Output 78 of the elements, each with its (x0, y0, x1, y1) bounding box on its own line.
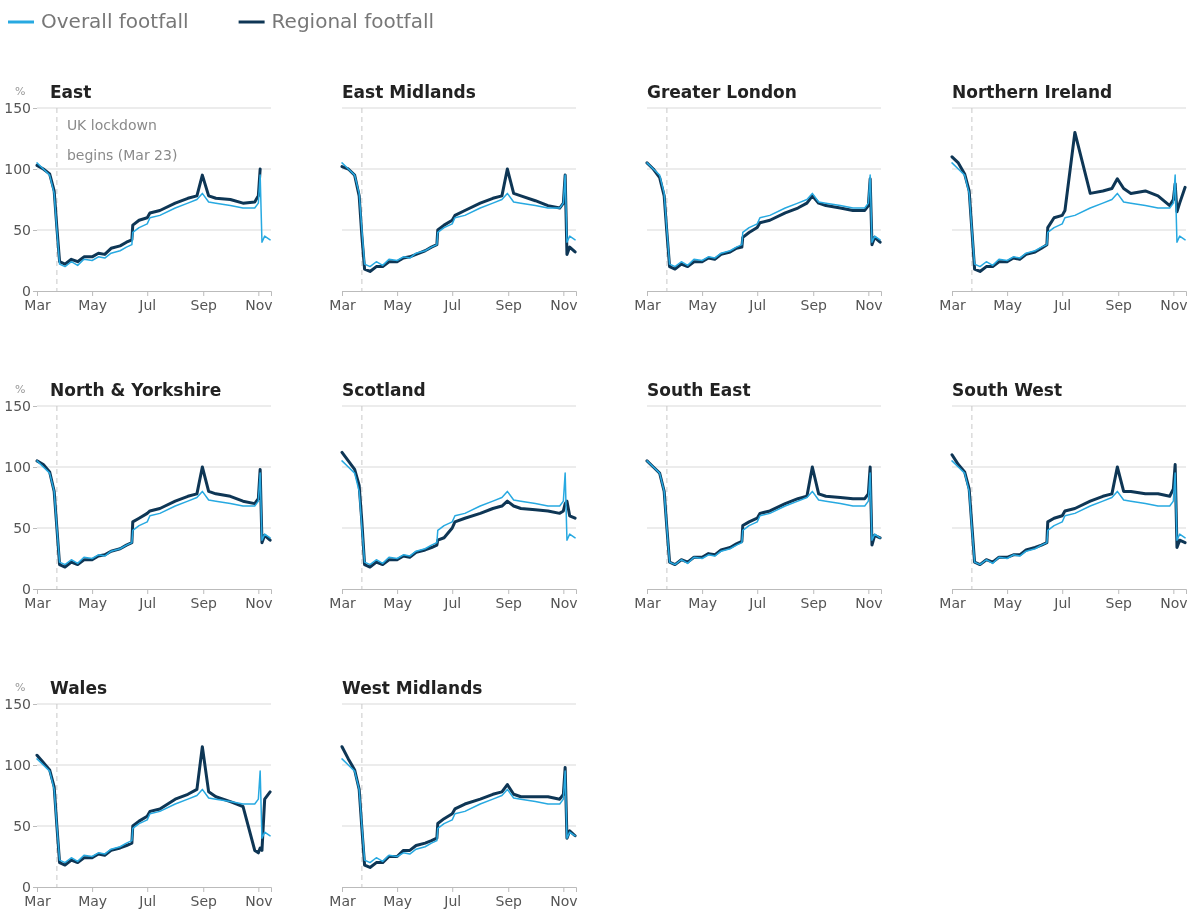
x-tick-label: Jul (443, 892, 462, 909)
chart-title: West Midlands (342, 678, 483, 698)
chart-title: Greater London (647, 82, 797, 102)
x-tick-label: Mar (24, 296, 51, 313)
legend-label: Regional footfall (271, 9, 435, 33)
y-tick-label: 100 (4, 458, 31, 475)
x-tick-label: Mar (329, 892, 356, 909)
x-tick-label: Nov (1160, 296, 1187, 313)
x-tick-label: May (383, 594, 413, 611)
x-tick-label: Nov (550, 594, 578, 611)
x-tick-label: Nov (550, 892, 578, 909)
y-axis-title: % (15, 85, 26, 98)
x-tick-label: Jul (1053, 296, 1072, 313)
x-tick-label: Jul (443, 296, 462, 313)
x-tick-label: Sep (1105, 296, 1133, 313)
x-tick-label: Nov (245, 594, 273, 611)
x-tick-label: Nov (1160, 594, 1187, 611)
chart-title: Wales (50, 678, 108, 698)
y-axis-title: % (15, 383, 26, 396)
x-tick-label: Sep (800, 594, 828, 611)
y-tick-label: 0 (22, 580, 31, 597)
x-tick-label: Jul (138, 594, 157, 611)
legend-label: Overall footfall (41, 9, 189, 33)
y-tick-label: 150 (4, 695, 31, 712)
x-tick-label: Sep (190, 594, 218, 611)
chart-title: North & Yorkshire (50, 380, 222, 400)
x-tick-label: Mar (939, 296, 966, 313)
x-tick-label: Jul (138, 892, 157, 909)
y-tick-label: 0 (22, 282, 31, 299)
x-tick-label: Nov (245, 892, 273, 909)
y-tick-label: 50 (13, 519, 31, 536)
x-tick-label: Mar (329, 296, 356, 313)
x-tick-label: Sep (495, 892, 523, 909)
x-tick-label: May (688, 296, 718, 313)
x-tick-label: Sep (495, 594, 523, 611)
chart-title: South East (647, 380, 751, 400)
x-tick-label: May (383, 892, 413, 909)
y-tick-label: 150 (4, 397, 31, 414)
y-tick-label: 50 (13, 221, 31, 238)
chart-title: Northern Ireland (952, 82, 1113, 102)
y-tick-label: 150 (4, 99, 31, 116)
chart-title: East Midlands (342, 82, 476, 102)
x-tick-label: Jul (443, 594, 462, 611)
x-tick-label: May (78, 296, 108, 313)
x-tick-label: Sep (800, 296, 828, 313)
y-tick-label: 100 (4, 756, 31, 773)
x-tick-label: May (78, 892, 108, 909)
x-tick-label: Mar (939, 594, 966, 611)
y-tick-label: 50 (13, 817, 31, 834)
x-tick-label: Mar (24, 892, 51, 909)
chart-title: Scotland (342, 380, 426, 400)
x-tick-label: Mar (329, 594, 356, 611)
x-tick-label: Mar (24, 594, 51, 611)
x-tick-label: Jul (138, 296, 157, 313)
x-tick-label: Nov (855, 296, 883, 313)
x-tick-label: May (993, 296, 1023, 313)
x-tick-label: Mar (634, 594, 661, 611)
x-tick-label: Sep (190, 296, 218, 313)
x-tick-label: Nov (245, 296, 273, 313)
x-tick-label: May (78, 594, 108, 611)
x-tick-label: Sep (190, 892, 218, 909)
ref-line-label: UK lockdown begins (Mar 23) (66, 117, 178, 163)
chart-title: East (50, 82, 92, 102)
x-tick-label: May (383, 296, 413, 313)
x-tick-label: Jul (748, 296, 767, 313)
x-tick-label: May (688, 594, 718, 611)
x-tick-label: Sep (495, 296, 523, 313)
y-axis-title: % (15, 681, 26, 694)
x-tick-label: Sep (1105, 594, 1133, 611)
chart-title: South West (952, 380, 1063, 400)
y-tick-label: 0 (22, 878, 31, 895)
x-tick-label: Mar (634, 296, 661, 313)
x-tick-label: Jul (1053, 594, 1072, 611)
x-tick-label: May (993, 594, 1023, 611)
x-tick-label: Nov (855, 594, 883, 611)
x-tick-label: Nov (550, 296, 578, 313)
x-tick-label: Jul (748, 594, 767, 611)
y-tick-label: 100 (4, 160, 31, 177)
